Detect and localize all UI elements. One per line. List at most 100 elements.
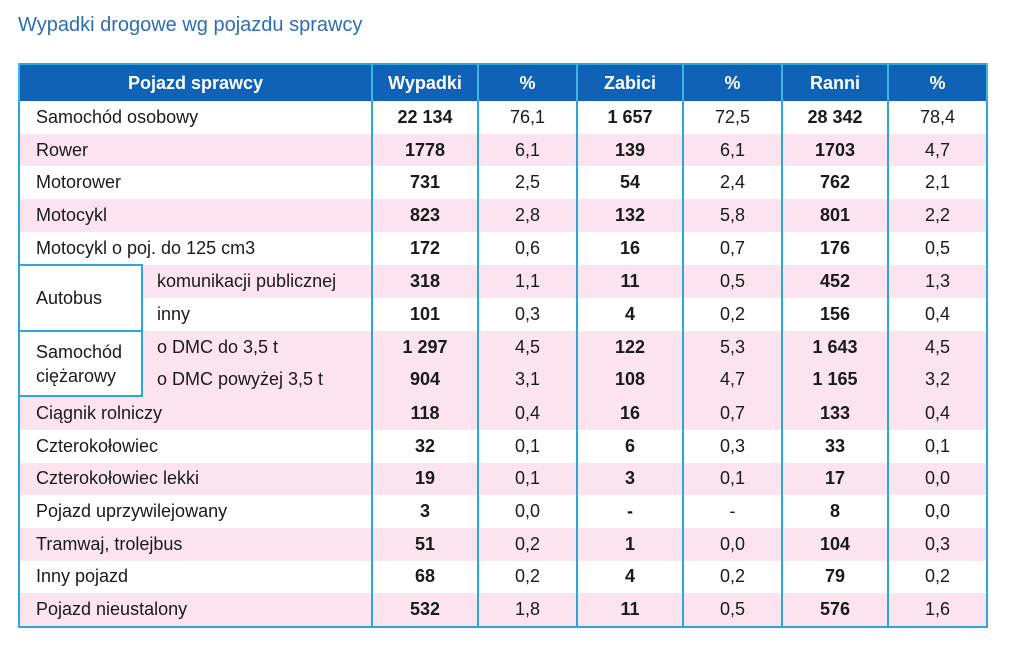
header-row: Pojazd sprawcy Wypadki % Zabici % Ranni … xyxy=(18,64,988,101)
accidents-cell: 3 xyxy=(371,495,479,528)
accidents-pct-cell: 4,5 xyxy=(477,330,578,364)
killed-cell: 132 xyxy=(576,199,684,232)
accidents-pct-cell: 6,1 xyxy=(477,133,578,167)
table-row: Motorower 731 2,5 54 2,4 762 2,1 xyxy=(18,166,988,200)
injured-pct-cell: 4,5 xyxy=(887,330,988,364)
accidents-cell: 19 xyxy=(371,462,479,496)
killed-cell: 6 xyxy=(576,429,684,463)
accidents-pct-cell: 0,3 xyxy=(477,298,578,331)
accidents-cell: 32 xyxy=(371,429,479,463)
killed-pct-cell: 0,1 xyxy=(682,462,783,496)
header-accidents-pct: % xyxy=(477,64,578,101)
killed-cell: 11 xyxy=(576,593,684,627)
table-row: Motocykl 823 2,8 132 5,8 801 2,2 xyxy=(18,199,988,232)
killed-pct-cell: 0,0 xyxy=(682,527,783,561)
table-row: inny 101 0,3 4 0,2 156 0,4 xyxy=(19,298,988,331)
row-label: Ciągnik rolniczy xyxy=(18,396,373,430)
killed-pct-cell: 0,7 xyxy=(682,231,783,266)
header-vehicle: Pojazd sprawcy xyxy=(18,64,373,101)
injured-cell: 1703 xyxy=(781,133,889,167)
row-sublabel: o DMC powyżej 3,5 t xyxy=(142,363,373,397)
row-label: Pojazd nieustalony xyxy=(18,593,373,627)
killed-cell: 54 xyxy=(576,166,684,200)
accidents-pct-cell: 1,1 xyxy=(477,265,578,299)
injured-cell: 79 xyxy=(781,560,889,594)
killed-pct-cell: 0,2 xyxy=(682,560,783,594)
row-label: Samochód osobowy xyxy=(18,101,373,134)
accidents-pct-cell: 0,4 xyxy=(477,396,578,430)
injured-pct-cell: 0,0 xyxy=(887,495,988,528)
row-label: Inny pojazd xyxy=(18,560,373,594)
injured-cell: 28 342 xyxy=(781,101,889,134)
accidents-cell: 118 xyxy=(371,396,479,430)
killed-cell: 139 xyxy=(576,133,684,167)
killed-pct-cell: 6,1 xyxy=(682,133,783,167)
killed-cell: 1 657 xyxy=(576,101,684,134)
row-label: Motocykl xyxy=(18,199,373,232)
row-label: Tramwaj, trolejbus xyxy=(18,527,373,561)
accidents-cell: 1778 xyxy=(371,133,479,167)
row-label: Motocykl o poj. do 125 cm3 xyxy=(18,231,373,266)
injured-pct-cell: 0,0 xyxy=(887,462,988,496)
killed-pct-cell: 4,7 xyxy=(682,363,783,397)
injured-cell: 762 xyxy=(781,166,889,200)
row-sublabel: o DMC do 3,5 t xyxy=(142,330,373,364)
injured-cell: 1 643 xyxy=(781,330,889,364)
accidents-cell: 172 xyxy=(371,231,479,266)
table-row: Samochód ciężarowy o DMC do 3,5 t 1 297 … xyxy=(18,329,988,398)
header-killed: Zabici xyxy=(576,64,684,101)
killed-cell: 16 xyxy=(576,396,684,430)
killed-cell: 108 xyxy=(576,363,684,397)
accidents-pct-cell: 1,8 xyxy=(477,593,578,627)
accidents-cell: 68 xyxy=(371,560,479,594)
accidents-cell: 731 xyxy=(371,166,479,200)
killed-pct-cell: 0,5 xyxy=(682,265,783,299)
accidents-cell: 101 xyxy=(371,298,479,331)
row-sublabel: komunikacji publicznej xyxy=(142,265,373,299)
group-label-truck: Samochód ciężarowy xyxy=(18,329,143,398)
injured-pct-cell: 1,6 xyxy=(887,593,988,627)
injured-pct-cell: 1,3 xyxy=(887,265,988,299)
accidents-cell: 532 xyxy=(371,593,479,627)
injured-pct-cell: 2,1 xyxy=(887,166,988,200)
injured-pct-cell: 78,4 xyxy=(887,101,988,134)
header-injured: Ranni xyxy=(781,64,889,101)
injured-pct-cell: 3,2 xyxy=(887,363,988,397)
table-row: Inny pojazd 68 0,2 4 0,2 79 0,2 xyxy=(18,560,988,594)
killed-cell: 16 xyxy=(576,231,684,266)
accidents-cell: 823 xyxy=(371,199,479,232)
table-row: Pojazd nieustalony 532 1,8 11 0,5 576 1,… xyxy=(18,593,988,627)
injured-pct-cell: 0,3 xyxy=(887,527,988,561)
killed-pct-cell: 5,3 xyxy=(682,330,783,364)
killed-cell: 1 xyxy=(576,527,684,561)
accidents-pct-cell: 0,1 xyxy=(477,462,578,496)
killed-cell: 4 xyxy=(576,298,684,331)
group-label-bus: Autobus xyxy=(18,264,143,332)
accidents-table: Pojazd sprawcy Wypadki % Zabici % Ranni … xyxy=(18,63,988,628)
injured-cell: 33 xyxy=(781,429,889,463)
row-label: Czterokołowiec xyxy=(18,429,373,463)
accidents-pct-cell: 2,5 xyxy=(477,166,578,200)
accidents-pct-cell: 0,6 xyxy=(477,231,578,266)
injured-cell: 576 xyxy=(781,593,889,627)
row-label: Czterokołowiec lekki xyxy=(18,462,373,496)
page-title: Wypadki drogowe wg pojazdu sprawcy xyxy=(18,14,363,36)
injured-cell: 156 xyxy=(781,298,889,331)
accidents-cell: 51 xyxy=(371,527,479,561)
killed-pct-cell: - xyxy=(682,495,783,528)
accidents-cell: 318 xyxy=(371,265,479,299)
injured-cell: 1 165 xyxy=(781,363,889,397)
killed-pct-cell: 5,8 xyxy=(682,199,783,232)
row-sublabel: inny xyxy=(142,298,373,331)
injured-cell: 133 xyxy=(781,396,889,430)
injured-pct-cell: 0,4 xyxy=(887,396,988,430)
injured-pct-cell: 0,5 xyxy=(887,231,988,266)
injured-cell: 104 xyxy=(781,527,889,561)
table-row: Autobus komunikacji publicznej 318 1,1 1… xyxy=(18,264,988,332)
killed-pct-cell: 0,7 xyxy=(682,396,783,430)
table-row: Motocykl o poj. do 125 cm3 172 0,6 16 0,… xyxy=(18,231,988,266)
accidents-cell: 22 134 xyxy=(371,101,479,134)
accidents-cell: 1 297 xyxy=(371,330,479,364)
injured-pct-cell: 2,2 xyxy=(887,199,988,232)
table-row: Czterokołowiec 32 0,1 6 0,3 33 0,1 xyxy=(18,429,988,463)
